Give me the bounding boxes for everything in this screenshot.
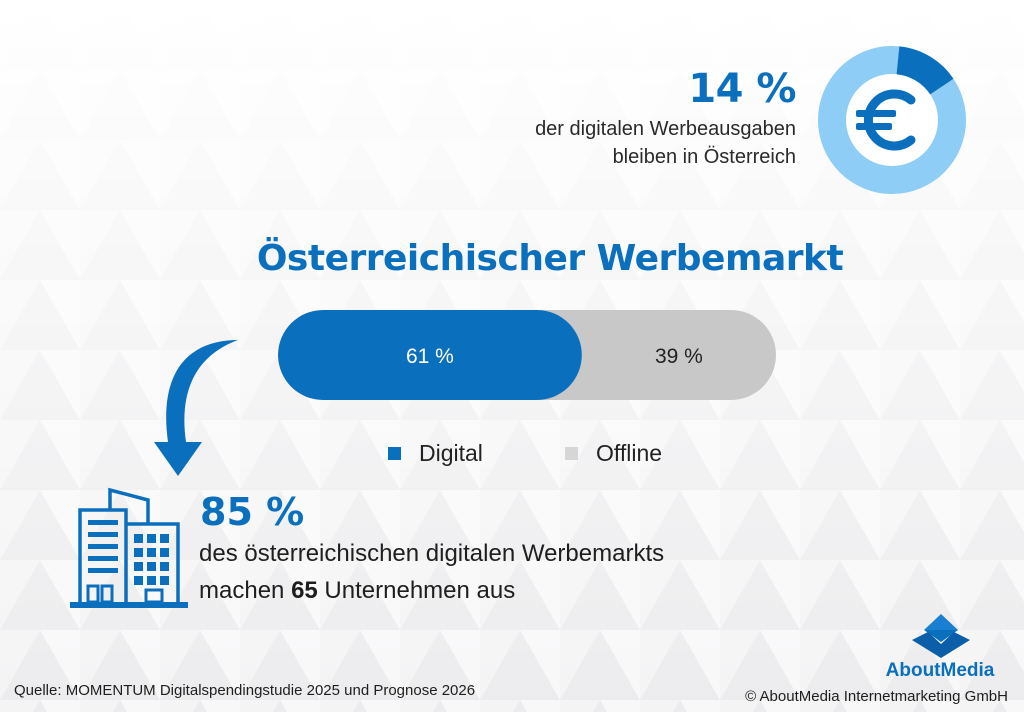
legend-label-offline: Offline <box>596 440 663 466</box>
legend-item-offline: Offline <box>565 440 662 467</box>
bottom-stat-value: 85 % <box>200 490 305 534</box>
legend-swatch-offline <box>565 447 578 460</box>
legend-label-digital: Digital <box>419 440 483 466</box>
source-note: Quelle: MOMENTUM Digitalspendingstudie 2… <box>14 682 476 699</box>
data-label-offline: 39 % <box>655 345 703 368</box>
bottom-stat-line2-post: Unternehmen aus <box>317 577 516 604</box>
bottom-stat-line2: machen 65 Unternehmen aus <box>199 577 515 605</box>
top-stat-value: 14 % <box>688 66 796 112</box>
top-stat-line1: der digitalen Werbeausgaben <box>535 118 796 140</box>
euro-icon <box>856 89 916 151</box>
top-stat-line2: bleiben in Österreich <box>612 146 796 168</box>
donut-inner <box>846 74 938 166</box>
building-icon <box>70 487 188 608</box>
copyright-note: © AboutMedia Internetmarketing GmbH <box>745 688 1008 705</box>
legend-item-digital: Digital <box>388 440 483 467</box>
aboutmedia-logo-icon <box>912 614 970 658</box>
curved-arrow-icon <box>154 340 238 476</box>
euro-donut <box>818 46 966 194</box>
bottom-stat-company-count: 65 <box>291 577 318 604</box>
bar-segment-digital <box>278 310 582 400</box>
bottom-stat-line2-pre: machen <box>199 577 292 604</box>
chart-title: Österreichischer Werbemarkt <box>256 238 844 279</box>
aboutmedia-logo-text: AboutMedia <box>885 660 995 681</box>
bottom-stat-line1: des österreichischen digitalen Werbemark… <box>199 540 665 567</box>
donut-share-segment <box>896 46 954 95</box>
data-label-digital: 61 % <box>406 345 454 368</box>
stacked-bar-chart: 61 % 39 % <box>278 310 776 400</box>
legend-swatch-digital <box>388 447 401 460</box>
